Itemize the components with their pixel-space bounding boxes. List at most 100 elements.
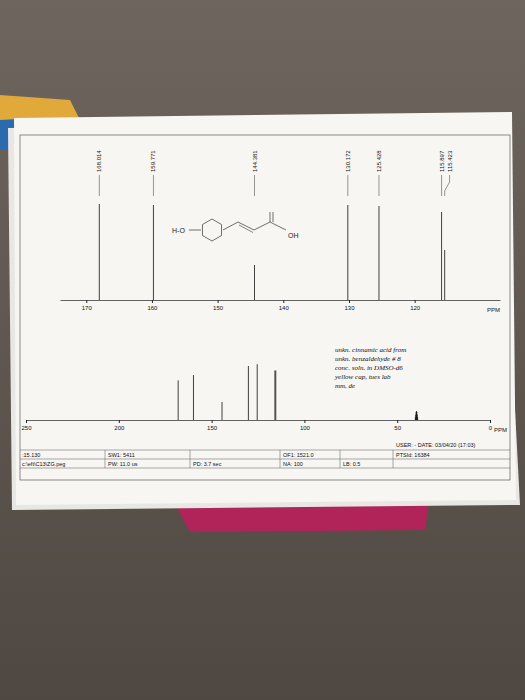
peak bbox=[193, 375, 194, 420]
tick-label: 150 bbox=[207, 425, 218, 431]
tick: 100 bbox=[300, 420, 311, 431]
tick-label: 200 bbox=[114, 425, 125, 431]
tick: 150 bbox=[207, 420, 218, 431]
footer: USER: - DATE: 03/04/20 (17:03) :15.130 SW1… bbox=[20, 442, 510, 468]
footer-rule bbox=[20, 468, 510, 469]
peak-label: 125.428 bbox=[376, 150, 382, 172]
tick-mark bbox=[218, 300, 219, 303]
peak-label: 130.172 bbox=[345, 150, 351, 172]
peak bbox=[274, 371, 275, 421]
peak-label: 168.014 bbox=[96, 150, 102, 172]
peak bbox=[416, 411, 417, 420]
leader-line bbox=[347, 175, 348, 196]
tick-label: 120 bbox=[410, 305, 421, 311]
footer-text: :15.130 bbox=[22, 452, 40, 458]
tick-mark bbox=[304, 420, 305, 423]
footer-rule bbox=[190, 450, 191, 468]
paper bbox=[14, 112, 516, 505]
tick-label: 150 bbox=[213, 305, 224, 311]
peak-label: 144.381 bbox=[252, 150, 258, 172]
peak bbox=[248, 366, 249, 420]
peak bbox=[222, 402, 223, 420]
peaks bbox=[178, 364, 417, 420]
footer-rule bbox=[20, 450, 510, 451]
tick: 50 bbox=[394, 420, 401, 431]
footer-rule bbox=[393, 450, 394, 468]
footer-rule bbox=[20, 459, 510, 460]
tick-mark bbox=[119, 420, 120, 423]
footer-text: USER: - DATE: 03/04/20 (17:03) bbox=[396, 442, 476, 448]
x-axis: 170 160 150 140 130 120 bbox=[61, 300, 501, 311]
footer-rule bbox=[340, 450, 341, 468]
leader-line bbox=[153, 175, 154, 196]
tick-mark bbox=[415, 300, 416, 303]
tick-mark bbox=[349, 300, 350, 303]
footer-text: NA: 100 bbox=[283, 461, 303, 467]
x-axis: 250 200 150 100 50 0 bbox=[21, 420, 492, 431]
peak-labels: 168.014159.771144.381130.172125.428115.8… bbox=[96, 150, 452, 196]
tick-label: 130 bbox=[344, 305, 355, 311]
peak bbox=[99, 204, 100, 300]
tick-label: 100 bbox=[300, 425, 311, 431]
peak bbox=[378, 206, 379, 300]
leader-line bbox=[99, 175, 100, 196]
peak bbox=[416, 412, 417, 420]
footer-rule bbox=[280, 450, 281, 468]
double-bond bbox=[239, 225, 253, 233]
axis-line bbox=[27, 420, 491, 421]
structure: H-O OH bbox=[172, 212, 299, 241]
peak bbox=[416, 412, 417, 420]
annotation: yellow cap, tues lab bbox=[334, 373, 391, 381]
structure-label: H-O bbox=[172, 227, 185, 234]
axis-line bbox=[61, 300, 501, 301]
tick-mark bbox=[397, 420, 398, 423]
tick-mark bbox=[26, 420, 27, 423]
tick: 200 bbox=[114, 420, 125, 431]
axis-title: PPM bbox=[487, 307, 500, 313]
tick-label: 160 bbox=[147, 305, 158, 311]
tick: 120 bbox=[410, 300, 421, 311]
carbonyl bbox=[273, 212, 274, 222]
footer-text: OF1: 1521.0 bbox=[283, 452, 314, 458]
peak bbox=[254, 265, 255, 300]
peak-label: 115.897 bbox=[439, 150, 445, 172]
tick: 150 bbox=[213, 300, 224, 311]
peak bbox=[153, 205, 154, 300]
leader-line bbox=[378, 175, 379, 196]
tick: 130 bbox=[344, 300, 355, 311]
tick: 140 bbox=[279, 300, 290, 311]
bond bbox=[189, 230, 201, 231]
structure-label: OH bbox=[288, 232, 299, 239]
footer-text: LB: 0.5 bbox=[343, 461, 360, 467]
footer-rule bbox=[105, 450, 106, 468]
footer-text: PTSId: 16384 bbox=[396, 452, 430, 458]
axis-title: PPM bbox=[494, 427, 507, 433]
tick-mark bbox=[283, 300, 284, 303]
tick-mark bbox=[152, 300, 153, 303]
tick-label: 50 bbox=[394, 425, 401, 431]
footer-text: PD: 3.7 sec bbox=[193, 461, 222, 467]
annotation: mm, de bbox=[335, 382, 355, 390]
carbonyl bbox=[270, 212, 271, 222]
background bbox=[0, 0, 525, 700]
tick: 250 bbox=[21, 420, 32, 431]
peak bbox=[178, 380, 179, 420]
peak bbox=[257, 364, 258, 420]
peak-label: 115.423 bbox=[447, 150, 453, 172]
tick: 170 bbox=[82, 300, 93, 311]
ring bbox=[202, 219, 221, 241]
footer-text: c:\eft\C13\ZG.peg bbox=[22, 461, 65, 467]
peak bbox=[347, 205, 348, 300]
footer-text: SW1: 5411 bbox=[108, 452, 135, 458]
leader-line bbox=[445, 175, 450, 196]
tick-label: 170 bbox=[82, 305, 93, 311]
tick-mark bbox=[490, 420, 491, 423]
tick-label: 140 bbox=[279, 305, 290, 311]
plot-frame bbox=[20, 135, 510, 480]
annotation: conc. soln. in DMSO-d6 bbox=[335, 364, 403, 372]
peak bbox=[417, 415, 418, 420]
tick-label: 0 bbox=[489, 425, 493, 431]
tick: 160 bbox=[147, 300, 158, 311]
peaks bbox=[99, 204, 444, 300]
tick: 0 bbox=[489, 420, 493, 431]
